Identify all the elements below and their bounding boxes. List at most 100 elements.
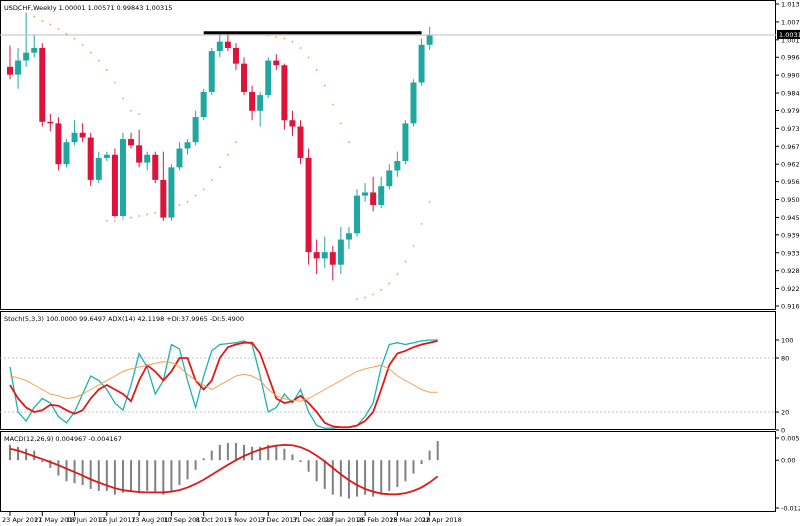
psar-dot xyxy=(307,56,310,59)
candle xyxy=(362,183,369,202)
psar-dot xyxy=(97,59,100,62)
candle xyxy=(63,139,70,168)
candle-body xyxy=(7,66,13,75)
macd-panel-title: MACD(12,26,9) 0.004967 -0.004167 xyxy=(4,435,122,443)
time-tick-label: 25 Mar 2018 xyxy=(389,516,430,524)
macd-bar xyxy=(307,460,310,472)
psar-dot xyxy=(210,178,213,181)
candle xyxy=(378,176,385,209)
candle-body xyxy=(216,41,223,52)
psar-dot xyxy=(202,188,205,191)
candle-body xyxy=(208,51,215,92)
time-tick-label: 13 Aug 2017 xyxy=(131,516,173,524)
candle xyxy=(128,132,135,149)
psar-dot xyxy=(356,298,358,301)
candle xyxy=(418,38,425,86)
candle xyxy=(152,151,159,184)
candle xyxy=(192,110,199,146)
psar-dot xyxy=(364,296,366,299)
candle-body xyxy=(31,47,38,53)
price-tick-label: 0.93950 xyxy=(781,231,800,239)
candle xyxy=(265,57,272,99)
psar-dot xyxy=(299,47,302,49)
candle xyxy=(410,79,417,127)
candle-body xyxy=(329,252,336,265)
price-tick-label: 0.97340 xyxy=(781,125,800,133)
stoch-tick-label: 20 xyxy=(781,409,789,417)
candlestick-series xyxy=(7,13,433,281)
time-tick-label: 25 Feb 2018 xyxy=(357,516,397,524)
psar-dot xyxy=(114,219,116,222)
macd-bar xyxy=(356,460,359,497)
candle-body xyxy=(47,121,54,124)
psar-dot xyxy=(283,37,286,40)
candle-body xyxy=(257,95,264,111)
candle-body xyxy=(232,47,239,64)
macd-bar xyxy=(170,460,173,491)
candle-body xyxy=(281,65,288,121)
price-axis: 1.01300 1.00730 1.00160 0.99605 0.99035 0.984… xyxy=(776,1,800,311)
psar-dot xyxy=(114,81,116,84)
psar-dot xyxy=(122,97,124,100)
candle-body xyxy=(362,192,369,196)
macd-bar xyxy=(234,442,237,461)
psar-dot xyxy=(49,23,52,26)
time-tick-label: 10 Sep 2017 xyxy=(163,516,204,524)
macd-bar xyxy=(81,460,84,486)
price-tick-label: 0.95645 xyxy=(781,178,800,186)
psar-dot xyxy=(105,219,108,222)
candle xyxy=(402,120,409,165)
candle xyxy=(136,129,143,168)
macd-bar xyxy=(323,460,326,489)
macd-bar xyxy=(412,460,415,474)
candle-body xyxy=(15,60,22,75)
candle-body xyxy=(354,195,361,234)
macd-bar xyxy=(275,444,278,461)
candle xyxy=(160,151,167,221)
candle xyxy=(176,142,183,171)
candle-body xyxy=(111,154,118,217)
time-tick-label: 8 Oct 2017 xyxy=(196,516,232,524)
candle xyxy=(47,113,54,132)
stoch-series-line xyxy=(9,361,438,402)
candle xyxy=(15,47,22,89)
candle xyxy=(313,239,320,275)
price-tick-label: 1.00160 xyxy=(781,36,800,44)
price-tick-label: 0.98465 xyxy=(781,90,800,98)
candle-body xyxy=(289,120,296,127)
candle-body xyxy=(426,34,433,45)
psar-dot xyxy=(372,293,375,296)
price-tick-label: 1.00730 xyxy=(781,18,800,26)
candle xyxy=(103,151,110,162)
macd-bar xyxy=(315,460,318,482)
candle-body xyxy=(370,192,377,206)
macd-bar xyxy=(97,460,100,491)
psar-dot xyxy=(396,273,399,276)
price-tick-label: 0.96200 xyxy=(781,161,800,169)
stoch-series-line xyxy=(9,339,438,429)
candle xyxy=(31,35,38,58)
candle-body xyxy=(176,148,183,168)
candle-body xyxy=(192,117,199,143)
macd-bar xyxy=(57,460,60,476)
psar-dot xyxy=(146,213,149,216)
psar-dot xyxy=(33,15,36,18)
price-overlays xyxy=(0,31,776,36)
candle-body xyxy=(103,154,110,158)
psar-dot xyxy=(17,9,19,12)
macd-bar xyxy=(283,448,286,461)
time-tick-label: 23 Apr 2017 xyxy=(2,516,42,524)
candle xyxy=(241,57,248,96)
price-tick-label: 0.99035 xyxy=(781,72,800,80)
macd-bar xyxy=(41,460,44,463)
psar-dot xyxy=(428,200,431,203)
candle-body xyxy=(265,60,272,96)
current-price-tag xyxy=(777,29,800,39)
stoch-tick-label: 100 xyxy=(781,337,793,345)
psar-dot xyxy=(380,288,383,291)
stoch-adx-panel: 100 80 20 0 xyxy=(0,337,793,435)
psar-dot xyxy=(122,218,124,221)
macd-bar xyxy=(121,460,124,493)
macd-bar xyxy=(218,444,221,461)
